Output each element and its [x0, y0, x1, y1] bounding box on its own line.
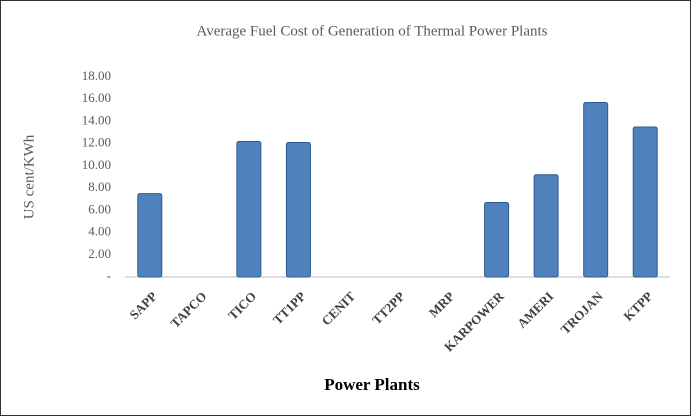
y-tick-label: 6.00: [88, 201, 111, 216]
bar: [632, 126, 658, 278]
x-axis-label: Power Plants: [324, 375, 420, 394]
y-tick-label: -: [107, 268, 111, 283]
y-tick-label: 4.00: [88, 224, 111, 239]
bar: [285, 142, 311, 278]
bar: [533, 174, 559, 278]
bar: [137, 193, 163, 278]
y-tick-label: 10.00: [82, 157, 111, 172]
bar: [236, 140, 262, 278]
y-tick-label: 14.00: [82, 112, 111, 127]
y-tick-label: 8.00: [88, 179, 111, 194]
chart-title: Average Fuel Cost of Generation of Therm…: [196, 23, 547, 39]
y-tick-label: 2.00: [88, 246, 111, 261]
y-tick-label: 12.00: [82, 135, 111, 150]
y-tick-label: 18.00: [82, 68, 111, 83]
bar: [583, 102, 609, 278]
bar: [484, 202, 510, 278]
y-axis-label: US cent/KWh: [21, 134, 37, 219]
y-tick-label: 16.00: [82, 90, 111, 105]
